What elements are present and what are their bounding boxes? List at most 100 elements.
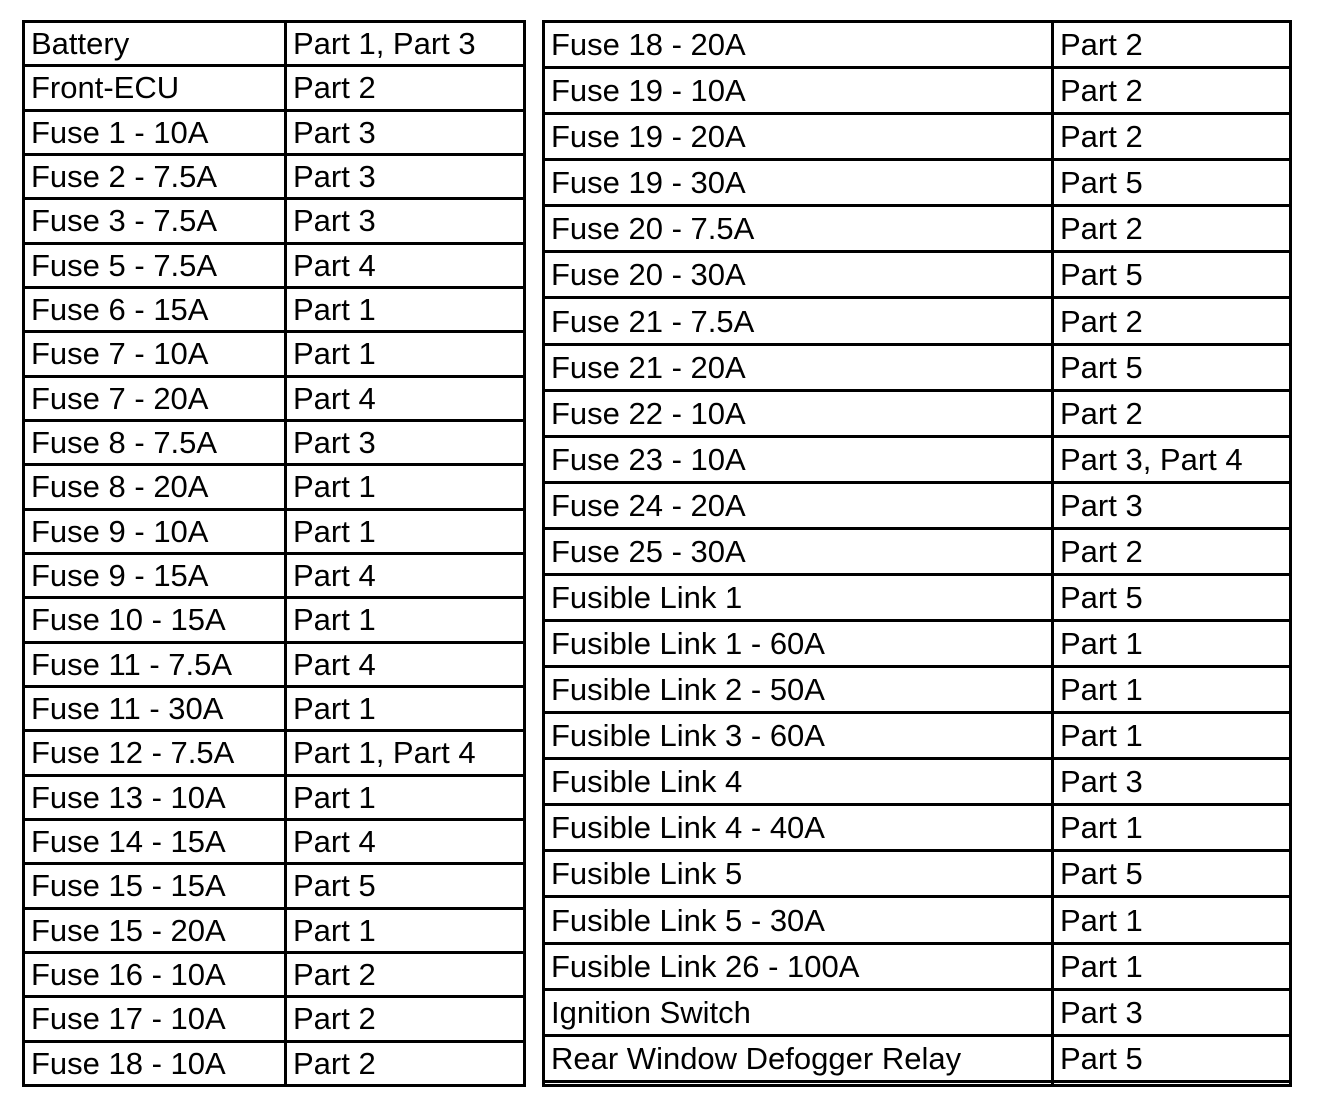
table-row: Fuse 9 - 10A Part 1 (22, 507, 526, 555)
component-cell: Fusible Link 1 (542, 572, 1054, 623)
part-cell: Part 2 (284, 950, 526, 999)
component-cell: Fusible Link 4 - 40A (542, 803, 1054, 853)
component-cell: Fuse 19 - 30A (542, 158, 1054, 208)
part-cell: Part 2 (284, 64, 526, 112)
table-row: Rear Window Defogger Relay Part 5 (542, 1033, 1292, 1083)
component-cell: Fuse 25 - 30A (542, 526, 1054, 576)
part-cell: Part 3 (284, 152, 526, 201)
part-cell: Part 4 (284, 640, 526, 688)
table-row: Fuse 25 - 30A Part 2 (542, 526, 1292, 576)
part-cell: Part 5 (1051, 158, 1292, 208)
part-cell: Part 1 (284, 463, 526, 511)
part-cell: Part 5 (1051, 572, 1292, 623)
part-cell: Part 1 (284, 684, 526, 733)
table-row: Fusible Link 4 Part 3 (542, 757, 1292, 807)
table-row: Fuse 17 - 10A Part 2 (22, 995, 526, 1043)
component-cell: Fuse 3 - 7.5A (22, 197, 287, 245)
table-row: Fuse 15 - 20A Part 1 (22, 906, 526, 954)
part-cell: Part 5 (1051, 342, 1292, 392)
table-row: Fuse 19 - 20A Part 2 (542, 112, 1292, 162)
table-row: Fuse 11 - 7.5A Part 4 (22, 640, 526, 688)
part-cell: Part 1 (284, 906, 526, 954)
component-cell: Fuse 20 - 7.5A (542, 204, 1054, 254)
table-row: Fusible Link 1 - 60A Part 1 (542, 619, 1292, 669)
component-cell: Fuse 22 - 10A (542, 388, 1054, 438)
table-row: Fuse 8 - 7.5A Part 3 (22, 418, 526, 467)
component-cell: Fuse 11 - 30A (22, 684, 287, 733)
part-cell: Part 1 (284, 596, 526, 644)
table-row: Fuse 20 - 7.5A Part 2 (542, 204, 1292, 254)
part-cell: Part 3 (284, 418, 526, 467)
table-row: Fuse 15 - 15A Part 5 (22, 862, 526, 910)
table-row: Fuse 14 - 15A Part 4 (22, 817, 526, 866)
part-cell: Part 2 (1051, 204, 1292, 254)
component-cell: Fuse 5 - 7.5A (22, 241, 287, 289)
part-cell: Part 1 (1051, 895, 1292, 945)
component-cell: Fuse 18 - 10A (22, 1039, 287, 1088)
table-row: Fuse 10 - 15A Part 1 (22, 596, 526, 644)
component-cell: Fuse 12 - 7.5A (22, 729, 287, 777)
part-cell: Part 2 (1051, 296, 1292, 346)
component-cell: Fuse 11 - 7.5A (22, 640, 287, 688)
table-row: Fuse 18 - 20A Part 2 (542, 19, 1292, 70)
part-cell: Part 4 (284, 551, 526, 600)
table-row: Fuse 2 - 7.5A Part 3 (22, 152, 526, 201)
part-cell: Part 4 (284, 817, 526, 866)
component-cell: Fuse 14 - 15A (22, 817, 287, 866)
table-row (542, 1079, 1292, 1088)
table-row: Fuse 12 - 7.5A Part 1, Part 4 (22, 729, 526, 777)
table-row: Fusible Link 5 - 30A Part 1 (542, 895, 1292, 945)
component-cell: Fuse 7 - 10A (22, 330, 287, 378)
part-cell: Part 5 (1051, 250, 1292, 300)
component-cell: Fuse 9 - 15A (22, 551, 287, 600)
part-cell: Part 1 (1051, 941, 1292, 991)
part-cell: Part 2 (1051, 388, 1292, 438)
component-cell: Fuse 13 - 10A (22, 773, 287, 821)
part-cell: Part 3 (1051, 987, 1292, 1037)
component-cell: Fuse 9 - 10A (22, 507, 287, 555)
part-cell: Part 2 (284, 1039, 526, 1088)
component-cell: Fusible Link 5 (542, 849, 1054, 899)
part-cell: Part 3 (1051, 480, 1292, 530)
component-cell: Fuse 23 - 10A (542, 434, 1054, 484)
part-cell: Part 1 (1051, 665, 1292, 715)
part-cell: Part 1 (284, 330, 526, 378)
table-row: Fuse 6 - 15A Part 1 (22, 285, 526, 334)
part-cell: Part 1 (1051, 711, 1292, 761)
part-cell (1051, 1079, 1292, 1088)
table-row: Fusible Link 1 Part 5 (542, 572, 1292, 623)
table-row: Fuse 8 - 20A Part 1 (22, 463, 526, 511)
table-row: Fusible Link 3 - 60A Part 1 (542, 711, 1292, 761)
component-cell: Fuse 17 - 10A (22, 995, 287, 1043)
component-cell: Fuse 8 - 20A (22, 463, 287, 511)
table-row: Fuse 22 - 10A Part 2 (542, 388, 1292, 438)
table-row: Fusible Link 2 - 50A Part 1 (542, 665, 1292, 715)
table-row: Fuse 7 - 20A Part 4 (22, 374, 526, 422)
table-row: Fusible Link 4 - 40A Part 1 (542, 803, 1292, 853)
table-row: Fuse 5 - 7.5A Part 4 (22, 241, 526, 289)
part-cell: Part 1, Part 3 (284, 19, 526, 68)
part-cell: Part 2 (1051, 112, 1292, 162)
part-cell: Part 2 (1051, 66, 1292, 116)
part-cell: Part 5 (1051, 849, 1292, 899)
table-row: Fuse 19 - 10A Part 2 (542, 66, 1292, 116)
part-cell: Part 4 (284, 241, 526, 289)
part-cell: Part 4 (284, 374, 526, 422)
table-row: Fuse 13 - 10A Part 1 (22, 773, 526, 821)
table-row: Fuse 11 - 30A Part 1 (22, 684, 526, 733)
table-row: Fuse 23 - 10A Part 3, Part 4 (542, 434, 1292, 484)
component-location-table-right: Fuse 18 - 20A Part 2 Fuse 19 - 10A Part 2 Fu… (542, 19, 1292, 1088)
part-cell: Part 1 (284, 285, 526, 334)
table-row: Front-ECU Part 2 (22, 64, 526, 112)
part-cell: Part 1 (1051, 619, 1292, 669)
component-cell: Fuse 1 - 10A (22, 108, 287, 156)
part-cell: Part 2 (284, 995, 526, 1043)
component-cell: Fuse 19 - 20A (542, 112, 1054, 162)
component-cell: Rear Window Defogger Relay (542, 1033, 1054, 1083)
component-cell: Fusible Link 2 - 50A (542, 665, 1054, 715)
component-cell (542, 1079, 1054, 1088)
table-row: Fuse 9 - 15A Part 4 (22, 551, 526, 600)
component-cell: Fuse 24 - 20A (542, 480, 1054, 530)
table-row: Battery Part 1, Part 3 (22, 19, 526, 68)
part-cell: Part 5 (284, 862, 526, 910)
